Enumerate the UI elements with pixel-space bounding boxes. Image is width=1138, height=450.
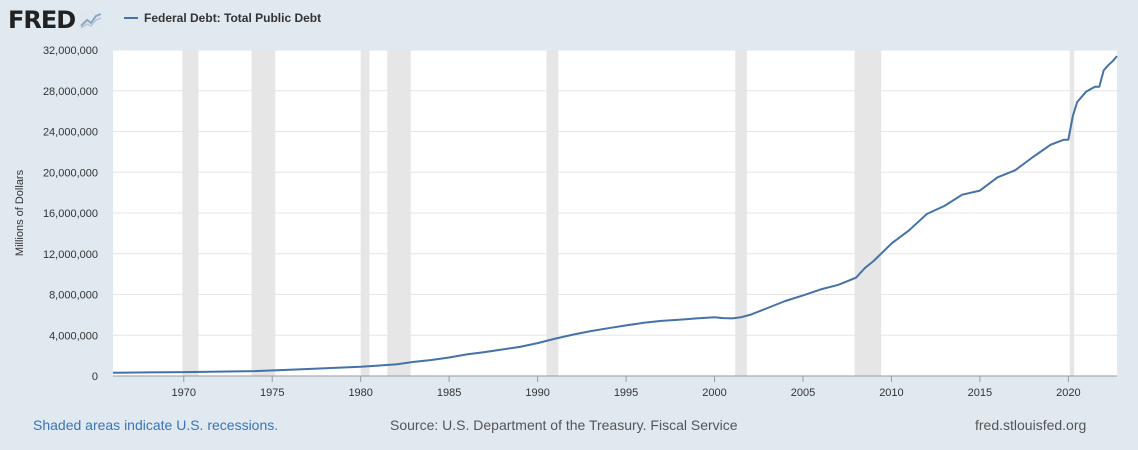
y-tick-label: 24,000,000 <box>43 127 98 139</box>
y-tick-label: 32,000,000 <box>43 45 98 57</box>
x-tick-label: 1970 <box>172 387 196 399</box>
x-tick-label: 1980 <box>348 387 372 399</box>
y-tick-label: 28,000,000 <box>43 86 98 98</box>
y-axis-label: Millions of Dollars <box>14 169 26 256</box>
y-tick-labels: 0 4,000,000 8,000,000 12,000,000 16,000,000 2… <box>43 45 98 383</box>
fred-graph-icon <box>79 11 104 29</box>
y-tick-label: 16,000,000 <box>43 208 98 220</box>
x-tick-label: 2000 <box>702 387 726 399</box>
x-tick-labels: 1970 1975 1980 1985 1990 1995 2000 2005 2010 2015… <box>172 376 1081 399</box>
recession-note: Shaded areas indicate U.S. recessions. <box>33 417 279 433</box>
y-tick-label: 20,000,000 <box>43 167 98 179</box>
series-line <box>112 55 1118 374</box>
x-tick-label: 2020 <box>1056 387 1080 399</box>
x-tick-label: 2010 <box>879 387 903 399</box>
y-tick-label: 4,000,000 <box>49 330 98 342</box>
x-tick-label: 2015 <box>968 387 992 399</box>
legend-label: Federal Debt: Total Public Debt <box>144 11 322 25</box>
x-tick-label: 1995 <box>614 387 638 399</box>
legend-line-swatch <box>124 17 138 19</box>
fred-logo[interactable]: FRED <box>8 6 104 34</box>
x-tick-label: 1975 <box>260 387 284 399</box>
y-tick-label: 12,000,000 <box>43 249 98 261</box>
x-tick-label: 2005 <box>791 387 815 399</box>
y-tick-label: 8,000,000 <box>49 290 98 302</box>
fred-logo-text: FRED <box>8 6 76 34</box>
source-text: Source: U.S. Department of the Treasury.… <box>390 417 738 433</box>
y-tick-label: 0 <box>92 371 98 383</box>
x-tick-label: 1990 <box>525 387 549 399</box>
site-link[interactable]: fred.stlouisfed.org <box>975 417 1087 433</box>
x-tick-label: 1985 <box>437 387 461 399</box>
legend: Federal Debt: Total Public Debt <box>124 11 321 25</box>
chart: 0 4,000,000 8,000,000 12,000,000 16,000,000 2… <box>14 45 1118 399</box>
y-gridlines <box>113 49 1117 377</box>
